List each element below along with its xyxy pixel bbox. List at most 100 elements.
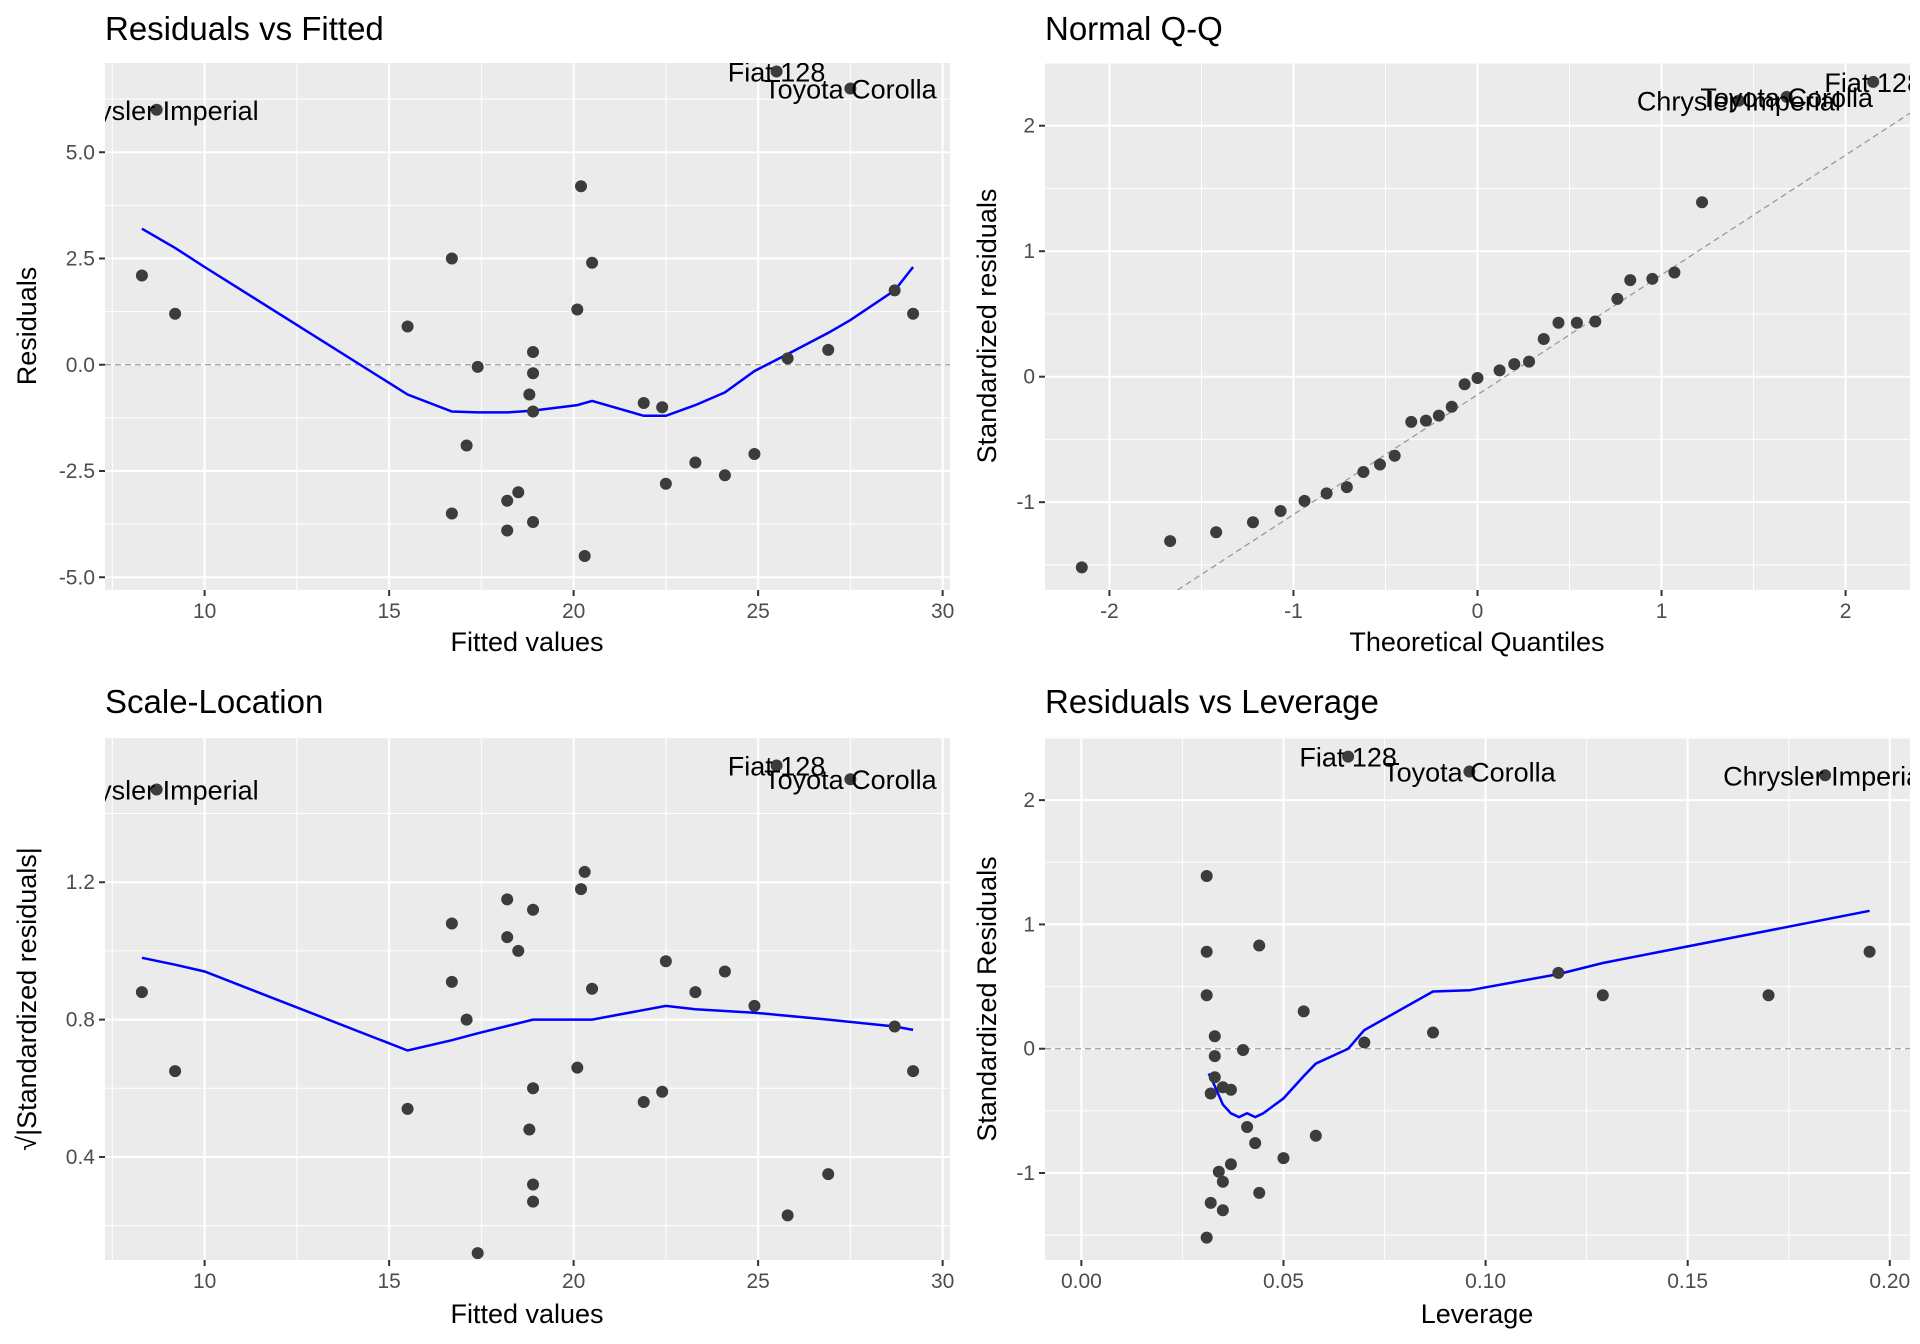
data-point (1419, 414, 1432, 427)
y-tick-label: 0.0 (66, 354, 95, 377)
point-label: Toyota Corolla (764, 75, 938, 105)
data-point (1297, 1005, 1310, 1018)
data-point (1200, 869, 1213, 882)
data-point (1358, 1036, 1371, 1049)
data-points (135, 65, 920, 562)
data-point (1537, 333, 1550, 346)
axis-ticks: -2 -1 0 1 2 -1 0 1 2 (1016, 115, 1851, 623)
data-point (1552, 316, 1565, 329)
y-tick-label: -1 (1016, 491, 1035, 514)
y-tick-label: -1 (1016, 1162, 1035, 1185)
x-tick-label: 0.00 (1061, 1270, 1102, 1293)
axis-ticks: 0.00 0.05 0.10 0.15 0.20 -1 0 1 2 (1016, 789, 1910, 1293)
x-axis-title: Theoretical Quantiles (1349, 627, 1604, 657)
qq-reference-line (1177, 112, 1910, 590)
data-point (1224, 1083, 1237, 1096)
data-point (471, 1247, 484, 1260)
data-point (527, 516, 540, 528)
data-point (135, 986, 148, 999)
y-axis-title: √|Standardized residuals| (12, 847, 42, 1151)
data-point (1309, 1129, 1322, 1142)
y-tick-label: 0 (1023, 366, 1035, 389)
data-point (1696, 196, 1709, 209)
y-axis-title: Standardized residuals (972, 189, 1002, 464)
data-point (689, 986, 702, 999)
data-point (748, 999, 761, 1012)
x-tick-label: 15 (377, 600, 400, 623)
point-label: Toyota Corolla (764, 765, 938, 795)
x-tick-label: 25 (746, 600, 769, 623)
data-point (1624, 274, 1637, 287)
data-point (1668, 266, 1681, 279)
data-point (907, 307, 920, 320)
data-point (512, 944, 525, 957)
data-point (1298, 494, 1311, 507)
axis-ticks: 10 15 20 25 30 -5.0 -2.5 0.0 2.5 5.0 (59, 141, 954, 623)
data-point (575, 883, 588, 896)
data-point (445, 507, 458, 520)
data-point (169, 307, 182, 320)
data-point (471, 360, 484, 373)
data-point (770, 65, 783, 78)
smooth-curve (141, 956, 914, 1052)
data-point (150, 783, 163, 796)
data-point (637, 397, 650, 409)
data-point (822, 1168, 835, 1181)
x-tick-label: 30 (931, 1270, 954, 1293)
data-point (1237, 1043, 1250, 1056)
x-tick-label: 20 (562, 600, 585, 623)
data-point (527, 405, 540, 418)
data-point (1432, 409, 1445, 422)
data-point (501, 893, 514, 906)
reference-line (1177, 112, 1910, 590)
y-tick-label: 2.5 (66, 248, 95, 271)
x-tick-label: 0.05 (1263, 1270, 1304, 1293)
data-point (781, 352, 794, 365)
point-label: Fiat 128 (1824, 68, 1920, 98)
data-point (1552, 966, 1565, 979)
point-label: Chrysler Imperial (1637, 87, 1841, 117)
data-point (1342, 750, 1355, 763)
data-point (1200, 945, 1213, 958)
data-point (1471, 371, 1484, 384)
smooth-line (141, 956, 914, 1052)
data-point (1340, 481, 1353, 494)
data-point (844, 773, 857, 786)
data-point (501, 524, 514, 537)
panel-title: Normal Q-Q (1045, 10, 1223, 47)
data-point (659, 477, 672, 490)
data-point (888, 284, 901, 297)
data-point (445, 252, 458, 265)
x-tick-label: 10 (193, 1270, 216, 1293)
data-point (527, 1082, 540, 1095)
data-point (527, 346, 540, 358)
data-point (1427, 1026, 1440, 1039)
x-tick-label: 1 (1656, 600, 1668, 623)
x-tick-label: 15 (377, 1270, 400, 1293)
data-point (1164, 535, 1177, 548)
data-point (575, 180, 588, 193)
y-tick-label: 0.8 (66, 1009, 95, 1032)
data-point (637, 1096, 650, 1109)
data-point (1646, 272, 1659, 285)
panel-title: Residuals vs Fitted (105, 10, 384, 47)
y-axis-title: Residuals (12, 267, 42, 386)
data-point (501, 494, 514, 507)
x-axis-title: Leverage (1421, 1299, 1534, 1329)
data-point (1463, 765, 1476, 778)
point-label: Toyota Corolla (1383, 758, 1557, 788)
data-point (1373, 458, 1386, 471)
data-point (1208, 1071, 1221, 1084)
data-point (718, 469, 731, 482)
point-label: Chrysler Imperial (1723, 761, 1920, 791)
data-points (1075, 75, 1880, 574)
data-point (1208, 1050, 1221, 1063)
plot-area (1045, 738, 1910, 1260)
data-point (571, 1061, 584, 1074)
data-point (1208, 1030, 1221, 1043)
x-axis-title: Fitted values (450, 627, 603, 657)
data-point (656, 1085, 669, 1098)
